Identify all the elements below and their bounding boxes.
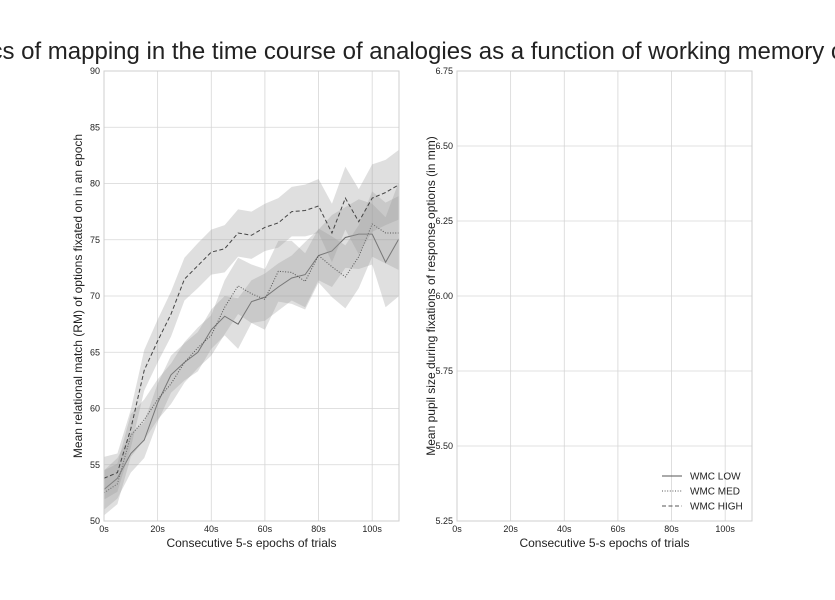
rm-y-tick-label: 75 bbox=[90, 235, 100, 245]
rm-y-tick-label: 90 bbox=[90, 66, 100, 76]
rm-y-axis-label: Mean relational match (RM) of options fi… bbox=[71, 134, 85, 458]
rm-x-tick-label: 100s bbox=[362, 524, 382, 534]
pupil-legend: WMC LOW WMC MED WMC HIGH bbox=[662, 472, 743, 513]
rm-y-tick-label: 55 bbox=[90, 460, 100, 470]
pupil-plot-frame bbox=[456, 70, 753, 522]
rm-y-tick-label: 85 bbox=[90, 122, 100, 132]
pupil-y-tick-label: 6.50 bbox=[435, 141, 453, 151]
pupil-y-tick-label: 5.50 bbox=[435, 441, 453, 451]
rm-x-tick-label: 80s bbox=[311, 524, 326, 534]
legend-dashed-label: WMC HIGH bbox=[690, 502, 743, 513]
rm-x-tick-label: 20s bbox=[150, 524, 165, 534]
rm-y-tick-label: 70 bbox=[90, 291, 100, 301]
rm-dashed-ci-band bbox=[104, 149, 399, 500]
relational-match-plot: 0s 20s 40s 60s 80s 100s 50 55 60 65 70 75 80 85 90 Cons… bbox=[71, 66, 400, 550]
pupil-y-tick-label: 5.25 bbox=[435, 516, 453, 526]
pupil-y-tick-label: 6.00 bbox=[435, 291, 453, 301]
figure-title: Dynamics of mapping in the time course o… bbox=[0, 38, 835, 65]
rm-x-tick-label: 0s bbox=[99, 524, 109, 534]
legend-dotted-label: WMC MED bbox=[690, 487, 740, 498]
rm-x-axis-label: Consecutive 5-s epochs of trials bbox=[166, 536, 336, 550]
rm-solid-ci-band bbox=[104, 181, 399, 510]
pupil-y-axis-label: Mean pupil size during fixations of resp… bbox=[424, 136, 438, 456]
pupil-size-plot: 0s 20s 40s 60s 80s 100s 5.25 5.50 5.75 6.00 6.25 6.… bbox=[424, 66, 753, 550]
pupil-y-tick-label: 6.75 bbox=[435, 66, 453, 76]
rm-series-group bbox=[103, 149, 400, 516]
pupil-x-tick-label: 100s bbox=[715, 524, 735, 534]
pupil-x-tick-label: 0s bbox=[452, 524, 462, 534]
legend-solid-label: WMC LOW bbox=[690, 472, 741, 483]
rm-y-tick-label: 65 bbox=[90, 347, 100, 357]
rm-x-tick-label: 60s bbox=[258, 524, 273, 534]
rm-dotted-ci-band bbox=[104, 191, 399, 516]
rm-y-tick-label: 60 bbox=[90, 404, 100, 414]
rm-x-tick-label: 40s bbox=[204, 524, 219, 534]
pupil-x-tick-label: 60s bbox=[611, 524, 626, 534]
pupil-x-axis-label: Consecutive 5-s epochs of trials bbox=[519, 536, 689, 550]
pupil-x-tick-label: 80s bbox=[664, 524, 679, 534]
rm-solid-series-line bbox=[103, 233, 400, 490]
pupil-x-tick-label: 20s bbox=[503, 524, 518, 534]
pupil-x-tick-label: 40s bbox=[557, 524, 572, 534]
rm-y-tick-label: 50 bbox=[90, 516, 100, 526]
pupil-y-tick-label: 5.75 bbox=[435, 366, 453, 376]
rm-plot-frame bbox=[103, 70, 400, 522]
pupil-y-tick-label: 6.25 bbox=[435, 216, 453, 226]
rm-dotted-series-line bbox=[103, 223, 399, 494]
rm-y-tick-label: 80 bbox=[90, 179, 100, 189]
rm-dashed-series-line bbox=[103, 184, 400, 479]
